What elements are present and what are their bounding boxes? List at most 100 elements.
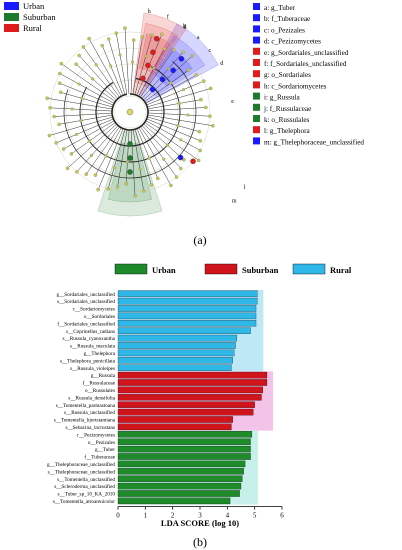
leaf-node <box>186 68 191 72</box>
leaf-node <box>162 47 167 51</box>
tree-branch <box>75 64 117 101</box>
biomarker-node-l <box>190 158 196 165</box>
bar-label-f__Tuberaceae: f__Tuberaceae <box>84 454 115 461</box>
node-legend-text-i: i: g_Russula <box>264 94 301 102</box>
leaf-node <box>199 97 203 102</box>
leaf-node <box>123 26 127 30</box>
leaf-node <box>140 35 145 39</box>
lda-x-axis: 0 1 2 3 4 5 6 <box>116 506 284 520</box>
tree-branch <box>146 118 201 142</box>
inner-node <box>166 67 171 71</box>
inner-node <box>162 157 166 161</box>
x-axis-label: LDA SCORE (log 10) <box>161 518 239 528</box>
bar-label-o__Russulales: o__Russulales <box>85 388 115 394</box>
bar-g__Sordariales_unclassified <box>117 290 258 297</box>
tree-branch <box>67 123 117 169</box>
bar-s__Tomentella_bjortstamiana <box>117 416 233 423</box>
leaf-node <box>96 187 100 192</box>
bar-s__Russula_maculata <box>117 342 236 349</box>
tree-branch <box>86 126 120 175</box>
legend-label-suburban: Suburban <box>242 265 279 275</box>
inner-node <box>165 143 169 147</box>
tree-branch <box>61 63 116 102</box>
group-swatch-rural <box>4 24 19 32</box>
leaf-node <box>58 71 62 76</box>
tree-branch <box>147 112 210 117</box>
inner-node <box>147 156 151 160</box>
leaf-node <box>52 114 56 119</box>
node-legend-text-b: b: f_Tuberaceae <box>264 15 310 23</box>
leaf-node <box>211 124 215 128</box>
tree-branch <box>60 92 113 108</box>
tree-branch <box>147 116 200 132</box>
leaf-node <box>141 189 146 193</box>
tree-branch <box>50 107 113 112</box>
bar-s__Sebacina_incrustans <box>117 423 232 431</box>
bar-label-s__Tomentella_parmastoana: s__Tomentella_parmastoana <box>56 403 116 409</box>
legend-swatch-suburban <box>204 263 238 275</box>
bar-label-o__Pezizales: o__Pezizales <box>88 440 115 446</box>
leaf-node <box>196 158 201 163</box>
tree-branch <box>138 127 172 186</box>
tree-branch <box>144 69 189 102</box>
node-letter-h: h <box>148 9 151 15</box>
bar-f__Russulaceae <box>117 379 268 386</box>
inner-node <box>109 64 113 68</box>
inner-node <box>70 107 74 111</box>
tree-arc <box>111 93 149 131</box>
leaf-node <box>156 176 160 181</box>
biomarker-node-c <box>159 76 166 83</box>
tree-branch <box>117 129 128 188</box>
bar-o__Russulales <box>117 386 263 394</box>
tree-branch <box>54 112 113 117</box>
inner-node <box>177 101 181 105</box>
bar-c__Sordariomycetes <box>117 305 257 312</box>
root-node <box>126 108 134 116</box>
tree-branch <box>107 129 126 190</box>
tree-branch <box>134 129 152 186</box>
tree-arc <box>63 61 197 179</box>
legend-swatch-rural <box>292 263 326 275</box>
leaf-node <box>106 187 110 191</box>
bar-c__Pezizomycetes <box>117 431 253 438</box>
leaf-node <box>202 79 206 83</box>
leaf-node <box>84 172 89 176</box>
tree-branch <box>147 107 206 112</box>
tree-branch <box>97 128 124 190</box>
leaf-node <box>100 43 104 48</box>
bar-label-s__Thelephoraceae_unclassified: s__Thelephoraceae_unclassified <box>48 468 116 475</box>
leaf-node <box>132 38 136 42</box>
leaf-node <box>174 175 179 179</box>
bar-label-c__Sordariomycetes: c__Sordariomycetes <box>73 307 115 313</box>
bar-s__Tomentella_unclassified <box>117 475 243 482</box>
node-legend-text-l: l: g_Thelephora <box>264 127 311 135</box>
inner-node <box>131 60 135 64</box>
bar-s__Sordariales_unclassified <box>117 297 258 305</box>
inner-node <box>181 88 186 92</box>
leaf-node <box>74 62 78 66</box>
bar-s__Russula_cyanoxantha <box>117 334 238 342</box>
tree-branch <box>59 114 113 125</box>
cladogram-node-letters: abcdefghijklm <box>148 9 246 205</box>
x-tick-label: 1 <box>144 512 148 520</box>
node-legend-text-g: g: o_Sordariales <box>264 71 311 79</box>
bar-label-s__Scleroderma_unclassified: s__Scleroderma_unclassified <box>54 483 115 490</box>
sector-d <box>139 23 219 103</box>
biomarker-node-m <box>177 154 184 161</box>
tree-branch <box>56 118 114 144</box>
node-legend-swatch-a <box>253 3 260 10</box>
node-legend-swatch-b <box>253 14 260 22</box>
panel-label-b: (b) <box>193 535 207 549</box>
x-tick-label: 0 <box>116 512 120 520</box>
biomarker-node-f <box>150 49 156 56</box>
lda-bar-chart: Urban Suburban Rural g__Sordariales_unclas… <box>47 263 352 549</box>
leaf-node <box>179 166 183 171</box>
leaf-node <box>77 53 81 58</box>
node-legend-text-d: d: c_Pezizomycetes <box>264 38 321 46</box>
leaf-node <box>208 86 213 91</box>
tree-branch <box>63 120 115 150</box>
inner-node <box>152 66 156 70</box>
tree-branch <box>145 74 197 104</box>
group-label-urban: Urban <box>23 1 45 11</box>
